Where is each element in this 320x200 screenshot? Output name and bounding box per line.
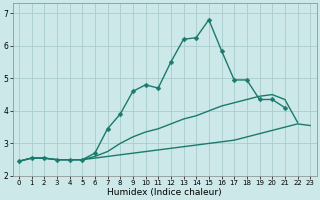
X-axis label: Humidex (Indice chaleur): Humidex (Indice chaleur): [107, 188, 222, 197]
